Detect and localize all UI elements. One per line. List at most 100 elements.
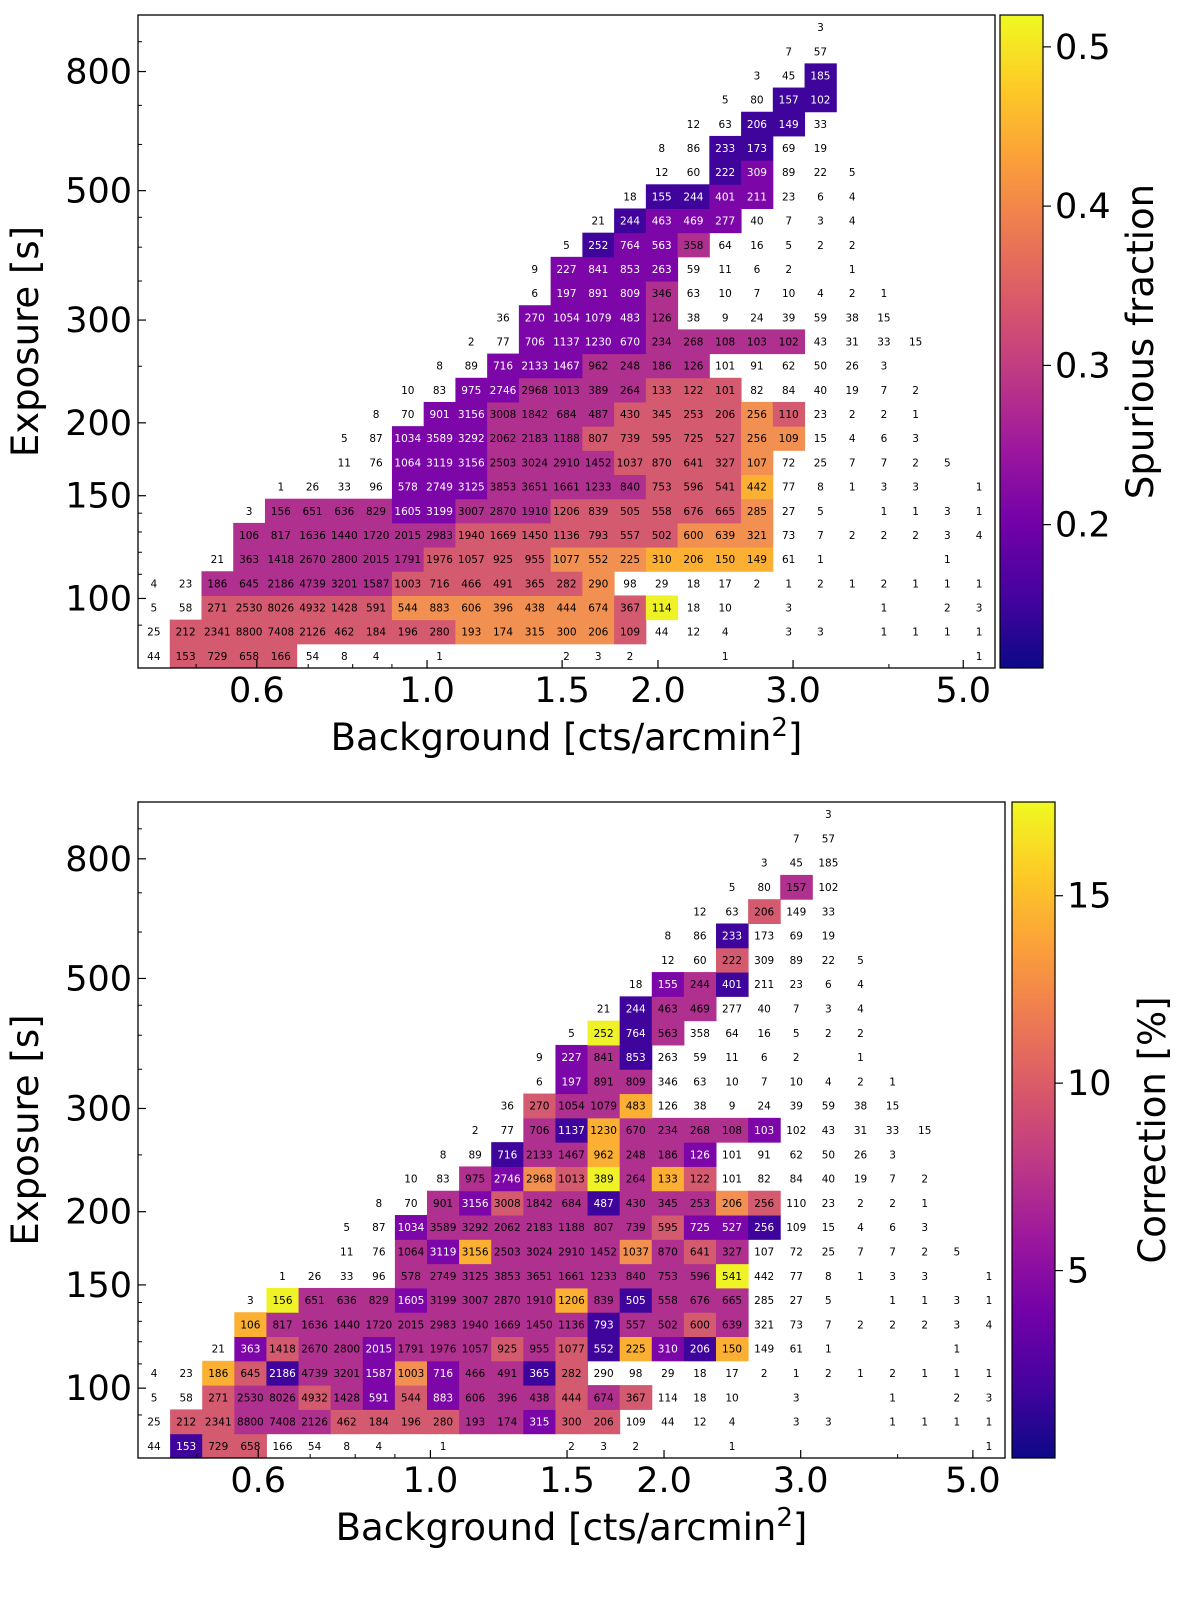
heatmap-cell bbox=[455, 619, 488, 645]
cell-count-label: 2983 bbox=[430, 1319, 457, 1331]
heatmap-cell bbox=[619, 1336, 653, 1362]
heatmap-cell bbox=[741, 450, 774, 476]
heatmap-cell bbox=[201, 595, 234, 621]
cell-count-label: 466 bbox=[465, 1368, 485, 1380]
cell-count-label: 211 bbox=[754, 979, 774, 991]
heatmap-cell bbox=[455, 571, 488, 596]
cell-count-label: 7 bbox=[761, 1076, 768, 1088]
heatmap-cell bbox=[266, 1287, 300, 1313]
cell-count-label: 2 bbox=[568, 1441, 575, 1453]
cell-count-label: 2341 bbox=[204, 627, 231, 639]
cell-count-label: 1 bbox=[986, 1295, 993, 1307]
heatmap-cell bbox=[716, 1239, 749, 1265]
cell-count-label: 186 bbox=[207, 578, 227, 590]
y-axis: 100 150 200 300 500 800 Exposure [s] bbox=[4, 41, 146, 626]
cell-count-label: 817 bbox=[272, 1319, 292, 1331]
cell-count-label: 7 bbox=[817, 530, 824, 542]
cell-count-label: 438 bbox=[529, 1392, 549, 1404]
cell-count-label: 4 bbox=[857, 1004, 864, 1016]
cell-count-label: 102 bbox=[786, 1125, 806, 1137]
heatmap-cell bbox=[651, 1263, 685, 1289]
cell-count-label: 196 bbox=[401, 1417, 421, 1429]
cell-count-label: 839 bbox=[594, 1295, 614, 1307]
heatmap-cell bbox=[741, 426, 774, 451]
heatmap-cell bbox=[362, 1409, 396, 1435]
cell-count-label: 8 bbox=[373, 409, 380, 421]
cell-count-label: 1 bbox=[849, 482, 856, 494]
cell-count-label: 3156 bbox=[458, 409, 485, 421]
cell-count-label: 15 bbox=[814, 433, 827, 445]
heatmap-cell bbox=[330, 1287, 364, 1313]
cell-count-label: 3 bbox=[912, 433, 919, 445]
cell-count-label: 76 bbox=[369, 457, 383, 469]
cell-count-label: 345 bbox=[652, 409, 672, 421]
cell-count-label: 1 bbox=[953, 1344, 960, 1356]
cell-count-label: 1605 bbox=[394, 506, 421, 518]
cell-count-label: 1842 bbox=[521, 409, 548, 421]
heatmap-cell bbox=[550, 547, 583, 572]
heatmap-cell bbox=[518, 474, 552, 500]
cell-count-label: 4 bbox=[817, 288, 824, 300]
cell-count-label: 3008 bbox=[490, 409, 517, 421]
heatmap-cell bbox=[614, 232, 647, 258]
heatmap-cell bbox=[459, 1287, 492, 1313]
cell-count-label: 891 bbox=[594, 1076, 614, 1088]
cell-count-label: 676 bbox=[690, 1295, 710, 1307]
heatmap-cell bbox=[296, 595, 329, 621]
cell-count-label: 1 bbox=[986, 1271, 993, 1283]
heatmap-cell bbox=[202, 1360, 235, 1386]
cell-count-label: 33 bbox=[877, 337, 890, 349]
cell-count-label: 38 bbox=[854, 1101, 867, 1113]
heatmap-cell bbox=[459, 1263, 492, 1289]
cell-count-label: 1428 bbox=[333, 1392, 360, 1404]
heatmap-cell bbox=[587, 1239, 621, 1265]
cell-count-label: 401 bbox=[715, 191, 735, 203]
cell-count-label: 639 bbox=[715, 530, 735, 542]
cell-count-label: 3853 bbox=[490, 482, 517, 494]
cell-count-label: 1 bbox=[277, 482, 284, 494]
cell-count-label: 23 bbox=[179, 1368, 192, 1380]
cell-count-label: 310 bbox=[652, 554, 672, 566]
cell-count-label: 2 bbox=[857, 1198, 864, 1210]
cell-count-label: 665 bbox=[715, 506, 735, 518]
cell-count-label: 309 bbox=[754, 955, 774, 967]
heatmap-cell bbox=[709, 498, 742, 524]
cell-count-label: 1 bbox=[986, 1441, 993, 1453]
heatmap-cell bbox=[677, 353, 710, 379]
heatmap-cell bbox=[427, 1239, 460, 1265]
heatmap-cell bbox=[455, 401, 488, 427]
cell-count-label: 430 bbox=[620, 409, 640, 421]
heatmap-cell bbox=[427, 1312, 460, 1338]
heatmap-cell bbox=[555, 1166, 589, 1192]
heatmap-cell bbox=[683, 1166, 717, 1192]
y-tick-label: 150 bbox=[65, 477, 132, 517]
cell-count-label: 38 bbox=[687, 312, 700, 324]
heatmap-cell bbox=[619, 1044, 653, 1070]
y-tick-label: 500 bbox=[65, 959, 132, 999]
cell-count-label: 1 bbox=[912, 409, 919, 421]
cell-count-label: 1 bbox=[857, 1368, 864, 1380]
heatmap-cell bbox=[683, 996, 717, 1022]
heatmap-cell bbox=[234, 1385, 267, 1410]
heatmap-cell bbox=[780, 874, 813, 900]
cell-count-label: 2341 bbox=[205, 1417, 232, 1429]
cell-count-label: 7408 bbox=[267, 627, 294, 639]
heatmap-cell bbox=[645, 377, 679, 403]
heatmap-cell bbox=[394, 1263, 428, 1289]
cell-count-label: 2 bbox=[793, 1052, 800, 1064]
cell-count-label: 5 bbox=[817, 506, 824, 518]
heatmap-cell bbox=[298, 1385, 332, 1410]
heatmap-cell bbox=[234, 1360, 267, 1386]
heatmap-cell bbox=[266, 1336, 300, 1362]
cell-count-label: 2133 bbox=[526, 1149, 553, 1161]
heatmap-cell bbox=[651, 1020, 685, 1046]
y-tick-label: 200 bbox=[65, 1193, 132, 1233]
cell-count-label: 3 bbox=[793, 1417, 800, 1429]
cell-count-label: 18 bbox=[693, 1392, 706, 1404]
cell-count-label: 280 bbox=[430, 627, 450, 639]
cell-count-label: 315 bbox=[525, 627, 545, 639]
cell-count-label: 285 bbox=[747, 506, 767, 518]
cell-count-label: 1910 bbox=[526, 1295, 553, 1307]
cell-count-label: 80 bbox=[757, 882, 770, 894]
heatmap-cell bbox=[550, 595, 583, 621]
